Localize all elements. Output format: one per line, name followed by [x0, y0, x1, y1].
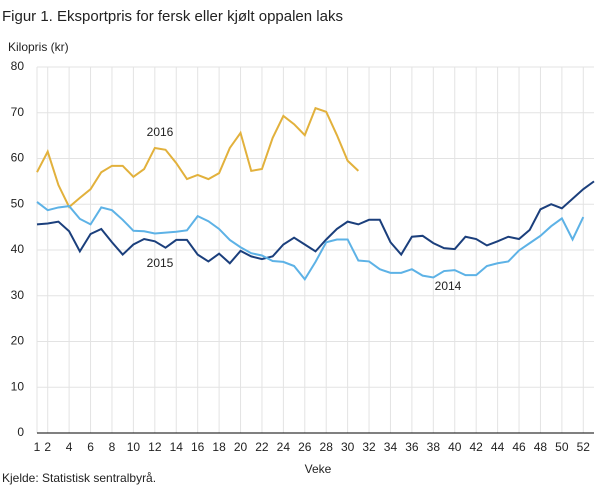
- x-tick-label: 12: [148, 440, 162, 454]
- y-axis-label: Kilopris (kr): [8, 40, 69, 54]
- x-tick-label: 10: [127, 440, 141, 454]
- x-tick-label: 8: [109, 440, 116, 454]
- x-tick-label: 4: [66, 440, 73, 454]
- y-tick-label: 70: [11, 105, 25, 119]
- x-tick-label: 40: [448, 440, 462, 454]
- x-tick-label: 28: [320, 440, 334, 454]
- y-tick-label: 80: [11, 59, 25, 73]
- x-tick-label: 38: [427, 440, 441, 454]
- x-tick-label: 44: [491, 440, 505, 454]
- series-label: 2014: [435, 279, 462, 293]
- x-axis-label: Veke: [305, 462, 332, 476]
- x-tick-label: 1: [34, 440, 41, 454]
- y-tick-label: 30: [11, 288, 25, 302]
- series-label: 2015: [147, 256, 174, 270]
- x-tick-label: 46: [512, 440, 526, 454]
- y-tick-label: 20: [11, 334, 25, 348]
- x-tick-label: 22: [255, 440, 269, 454]
- x-tick-label: 48: [534, 440, 548, 454]
- line-series: [36, 106, 360, 209]
- x-tick-label: 50: [555, 440, 569, 454]
- x-tick-label: 20: [234, 440, 248, 454]
- series-label: 2016: [147, 125, 174, 139]
- y-tick-label: 10: [11, 379, 25, 393]
- y-tick-label: 40: [11, 242, 25, 256]
- line-series: [36, 180, 595, 265]
- x-tick-label: 30: [341, 440, 355, 454]
- x-tick-label: 6: [87, 440, 94, 454]
- y-tick-label: 50: [11, 196, 25, 210]
- x-tick-label: 2: [44, 440, 51, 454]
- x-tick-label: 16: [191, 440, 205, 454]
- line-series: [36, 201, 585, 282]
- x-tick-label: 24: [277, 440, 291, 454]
- x-tick-label: 32: [362, 440, 376, 454]
- x-tick-label: 34: [384, 440, 398, 454]
- x-tick-label: 26: [298, 440, 312, 454]
- source: Kjelde: Statistisk sentralbyrå.: [2, 471, 156, 485]
- x-tick-label: 52: [577, 440, 591, 454]
- y-tick-label: 0: [17, 425, 24, 439]
- y-tick-label: 60: [11, 151, 25, 165]
- x-tick-label: 18: [212, 440, 226, 454]
- chart-title: Figur 1. Eksportpris for fersk eller kjø…: [2, 8, 343, 25]
- x-tick-label: 42: [469, 440, 483, 454]
- x-tick-label: 36: [405, 440, 419, 454]
- x-tick-label: 14: [170, 440, 184, 454]
